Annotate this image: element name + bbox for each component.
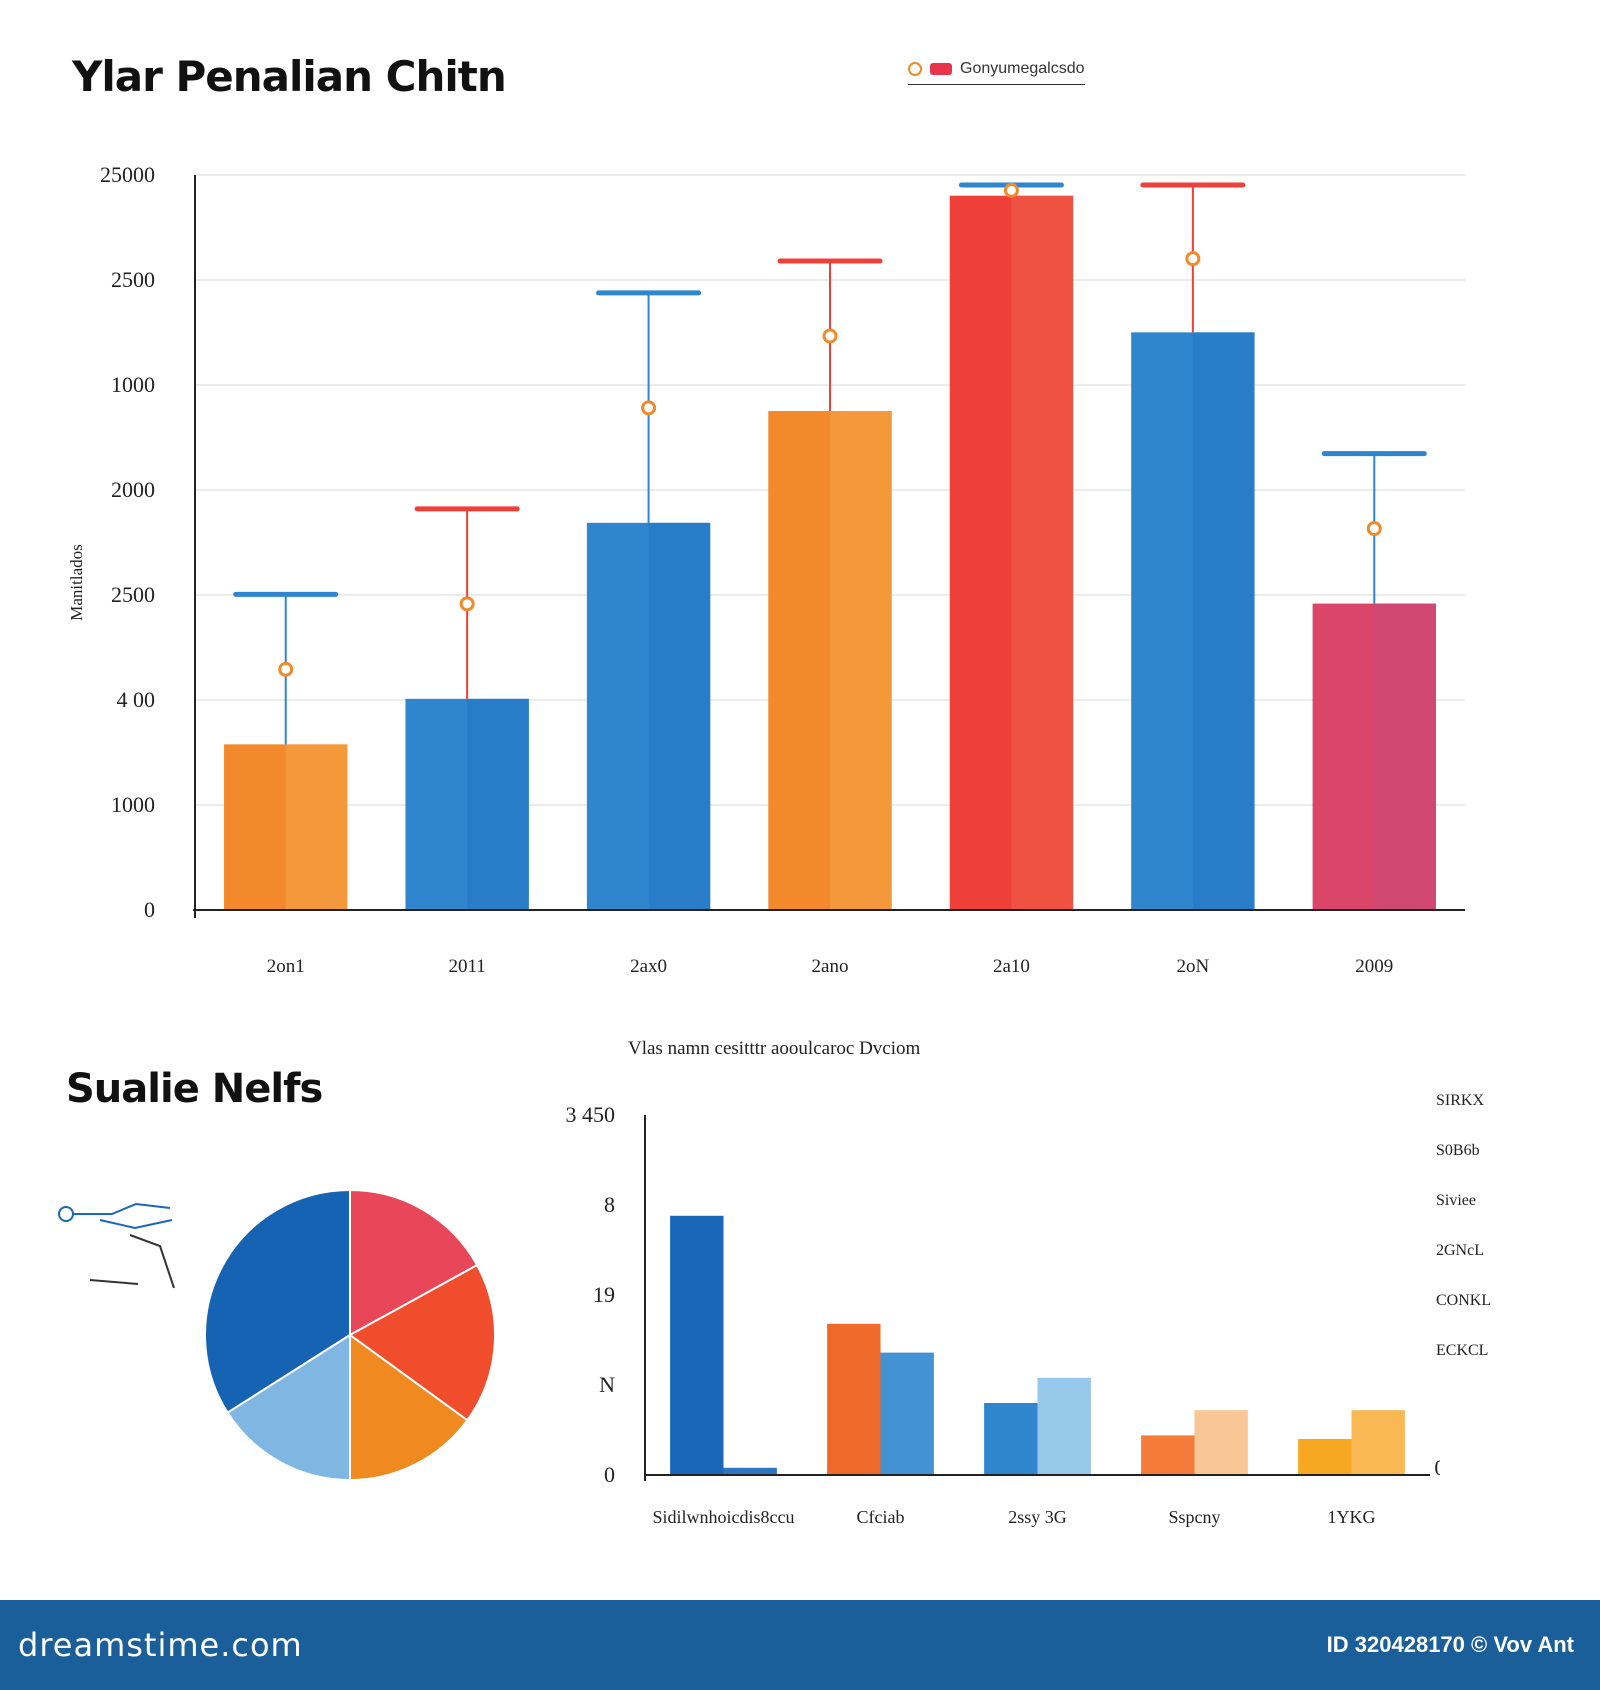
bar-shade (1192, 332, 1255, 910)
side-legend-item: Siviee (1436, 1192, 1476, 1209)
x-tick-label: 2ax0 (630, 956, 667, 977)
section-title: Sualie Nelfs (66, 1066, 323, 1112)
x-tick-label: 2ano (812, 956, 849, 977)
x-tick-label: Cfciab (857, 1507, 905, 1527)
bar-shade (648, 522, 711, 910)
x-tick-label: Sidilwnhoicdis8ccu (653, 1507, 795, 1527)
bar (827, 1323, 881, 1475)
marker-dot (822, 328, 838, 344)
bar (1351, 1410, 1405, 1475)
bar-shade (830, 411, 892, 910)
y-tick-label: 19 (593, 1282, 615, 1307)
x-tick-label: 2oN (1176, 956, 1209, 977)
side-legend-item: S0B6b (1436, 1142, 1480, 1159)
y-tick-label: 1000 (111, 792, 155, 817)
x-tick-label: 2on1 (267, 956, 305, 977)
bottom-chart-subtitle: Vlas namn cesitttr aooulcaroc Dvciom (628, 1038, 921, 1059)
right-axis-label: 0B (1434, 1455, 1440, 1480)
top-legend: Gonyumegalcsdo (908, 56, 1085, 85)
y-tick-label: 2500 (111, 267, 155, 292)
legend-text: Gonyumegalcsdo (960, 60, 1085, 77)
y-axis-title: Manitlados (67, 544, 86, 621)
side-legend-item: 2GNcL (1436, 1242, 1484, 1259)
image-credit: ID 320428170 © Vov Ant (1326, 1632, 1574, 1657)
bar (984, 1403, 1038, 1475)
x-tick-label: 1YKG (1328, 1507, 1376, 1527)
y-tick-label: 25000 (100, 162, 155, 187)
bar-shade (467, 698, 529, 910)
bar-shade (1374, 603, 1436, 910)
side-legend-item: CONKL (1436, 1292, 1492, 1309)
marker-dot (1366, 521, 1382, 537)
x-tick-label: 2ssy 3G (1008, 1507, 1067, 1527)
y-tick-label: 2500 (111, 582, 155, 607)
bar (880, 1352, 934, 1475)
side-legend: SIRKX S0B6b Siviee 2GNcL CONKL ECKCL (1436, 1092, 1548, 1360)
pie-chart (58, 1188, 496, 1482)
y-tick-label: 0 (604, 1462, 615, 1487)
bar-shade (1011, 195, 1074, 910)
y-tick-label: 8 (604, 1192, 615, 1217)
bar (723, 1467, 777, 1475)
y-tick-label: N (599, 1372, 615, 1397)
bar (1037, 1377, 1091, 1475)
y-tick-label: 4 00 (117, 687, 156, 712)
main-chart-title: Ylar Penalian Chitn (72, 52, 507, 101)
x-tick-label: 2011 (448, 956, 485, 977)
x-tick-label: Sspcny (1168, 1507, 1220, 1527)
legend-swatch (930, 63, 952, 75)
bar (1141, 1435, 1195, 1475)
brand-logo: dreamstime.com (18, 1626, 303, 1664)
bar (1194, 1410, 1248, 1475)
y-tick-label: 0 (144, 897, 155, 922)
x-tick-label: 2009 (1355, 956, 1393, 977)
bar (670, 1215, 724, 1475)
legend-marker-icon (908, 62, 922, 76)
marker-dot (1185, 251, 1201, 267)
bottom-bar-chart: 0 N 19 8 3 450 Sidilwnhoicdis8ccu Cfciab 2ssy … (566, 1102, 1441, 1527)
x-tick-label: 2a10 (993, 956, 1030, 977)
top-bar-chart: Manitlados 0 1000 4 00 2500 2000 1000 2500 2500… (67, 162, 1465, 977)
side-legend-item: ECKCL (1436, 1342, 1489, 1359)
pie-slice (226, 1333, 351, 1482)
pie-slice (349, 1188, 479, 1337)
pie-pointer-doodle (58, 1202, 175, 1289)
marker-dot (459, 596, 475, 612)
side-legend-item: SIRKX (1436, 1092, 1485, 1109)
y-tick-label: 3 450 (566, 1102, 616, 1127)
pie-slice (349, 1333, 469, 1482)
footer-bar: dreamstime.com ID 320428170 © Vov Ant (0, 1600, 1600, 1690)
y-tick-label: 2000 (111, 477, 155, 502)
pie-slice (348, 1263, 496, 1422)
bar (1298, 1439, 1352, 1475)
marker-dot (278, 661, 294, 677)
y-tick-label: 1000 (111, 372, 155, 397)
marker-dot (641, 400, 657, 416)
bar-shade (285, 744, 348, 910)
marker-dot (1003, 182, 1019, 198)
